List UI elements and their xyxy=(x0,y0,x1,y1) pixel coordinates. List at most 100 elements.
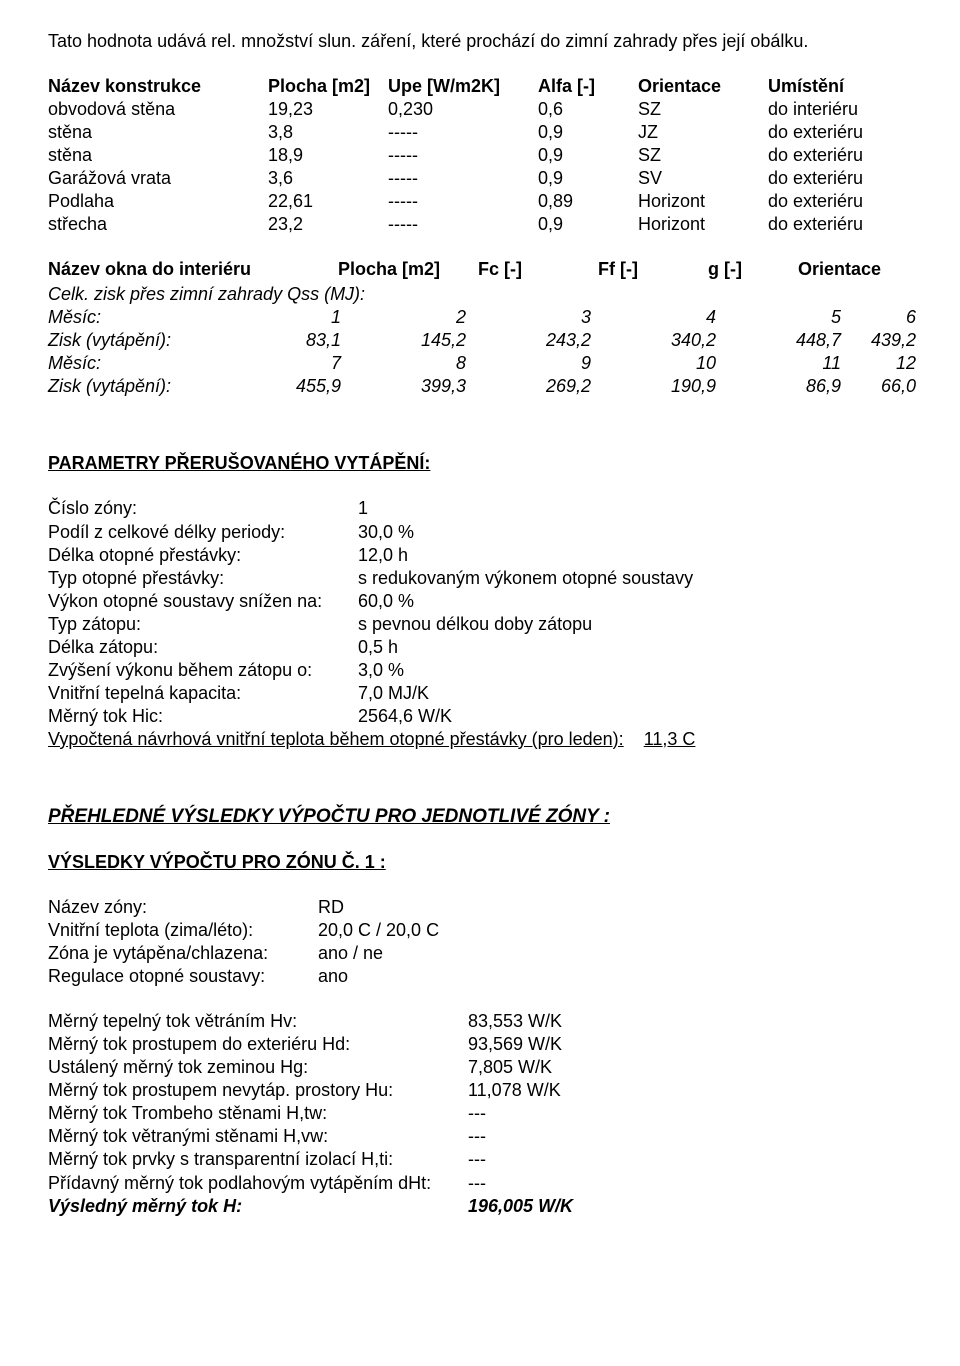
flow-value: 83,553 W/K xyxy=(468,1010,920,1033)
mesic-row-2: Měsíc: 7 8 9 10 11 12 xyxy=(48,352,920,375)
cons-body: obvodová stěna19,230,2300,6SZdo interiér… xyxy=(48,98,920,236)
cons-row: Podlaha22,61-----0,89Horizontdo exteriér… xyxy=(48,190,920,213)
param-row: Délka zátopu:0,5 h xyxy=(48,636,920,659)
param-value: 12,0 h xyxy=(358,544,920,567)
param-label: Typ otopné přestávky: xyxy=(48,567,358,590)
cons-cell: 3,6 xyxy=(268,167,388,190)
cons-cell: 0,230 xyxy=(388,98,538,121)
flow-row: Měrný tepelný tok větráním Hv:83,553 W/K xyxy=(48,1010,920,1033)
param-value: 3,0 % xyxy=(358,659,920,682)
param-value: s redukovaným výkonem otopné soustavy xyxy=(358,567,920,590)
window-header-row: Název okna do interiéru Plocha [m2] Fc [… xyxy=(48,258,920,281)
win-head-orient: Orientace xyxy=(798,258,920,281)
param-label: Typ zátopu: xyxy=(48,613,358,636)
cons-cell: SZ xyxy=(638,98,768,121)
cons-head-name: Název konstrukce xyxy=(48,75,268,98)
cons-row: střecha23,2-----0,9Horizontdo exteriéru xyxy=(48,213,920,236)
cons-cell: Podlaha xyxy=(48,190,268,213)
cons-cell: ----- xyxy=(388,213,538,236)
cons-cell: ----- xyxy=(388,190,538,213)
cons-cell: 23,2 xyxy=(268,213,388,236)
param-value: 0,5 h xyxy=(358,636,920,659)
param-label: Délka otopné přestávky: xyxy=(48,544,358,567)
param-label: Zvýšení výkonu během zátopu o: xyxy=(48,659,358,682)
m3: 3 xyxy=(466,306,591,329)
param-label: Číslo zóny: xyxy=(48,497,358,520)
param-list: Číslo zóny:1Podíl z celkové délky period… xyxy=(48,497,920,727)
flow-label: Měrný tok prostupem nevytáp. prostory Hu… xyxy=(48,1079,468,1102)
celk-zisk-title: Celk. zisk přes zimní zahrady Qss (MJ): xyxy=(48,283,920,306)
z6: 439,2 xyxy=(841,329,920,352)
cons-cell: střecha xyxy=(48,213,268,236)
result-label: Výsledný měrný tok H: xyxy=(48,1195,468,1218)
cons-cell: do exteriéru xyxy=(768,144,920,167)
flow-label: Měrný tok Trombeho stěnami H,tw: xyxy=(48,1102,468,1125)
win-head-fc: Fc [-] xyxy=(478,258,598,281)
zone-value: 20,0 C / 20,0 C xyxy=(318,919,920,942)
cons-row: stěna18,9-----0,9SZdo exteriéru xyxy=(48,144,920,167)
cons-cell: do exteriéru xyxy=(768,213,920,236)
param-label: Výkon otopné soustavy snížen na: xyxy=(48,590,358,613)
zone-value: ano / ne xyxy=(318,942,920,965)
flow-value: 11,078 W/K xyxy=(468,1079,920,1102)
z8: 399,3 xyxy=(341,375,466,398)
flow-row: Měrný tok větranými stěnami H,vw:--- xyxy=(48,1125,920,1148)
param-value: 2564,6 W/K xyxy=(358,705,920,728)
cons-cell: 18,9 xyxy=(268,144,388,167)
cons-cell: stěna xyxy=(48,144,268,167)
cons-cell: do interiéru xyxy=(768,98,920,121)
param-value: 7,0 MJ/K xyxy=(358,682,920,705)
param-value: 30,0 % xyxy=(358,521,920,544)
cons-cell: JZ xyxy=(638,121,768,144)
cons-cell: obvodová stěna xyxy=(48,98,268,121)
zone-value: ano xyxy=(318,965,920,988)
vypoctena-value: 11,3 C xyxy=(644,729,696,749)
mesic-row-1: Měsíc: 1 2 3 4 5 6 xyxy=(48,306,920,329)
flow-label: Měrný tok prostupem do exteriéru Hd: xyxy=(48,1033,468,1056)
cons-cell: ----- xyxy=(388,121,538,144)
param-row: Podíl z celkové délky periody:30,0 % xyxy=(48,521,920,544)
result-value: 196,005 W/K xyxy=(468,1195,920,1218)
m11: 11 xyxy=(716,352,841,375)
cons-head-area: Plocha [m2] xyxy=(268,75,388,98)
param-title: PARAMETRY PŘERUŠOVANÉHO VYTÁPĚNÍ: xyxy=(48,452,920,475)
zisk-row-1: Zisk (vytápění): 83,1 145,2 243,2 340,2 … xyxy=(48,329,920,352)
m6: 6 xyxy=(841,306,920,329)
z3: 243,2 xyxy=(466,329,591,352)
cons-cell: ----- xyxy=(388,167,538,190)
z2: 145,2 xyxy=(341,329,466,352)
zone-title: VÝSLEDKY VÝPOČTU PRO ZÓNU Č. 1 : xyxy=(48,851,920,874)
cons-cell: stěna xyxy=(48,121,268,144)
zone-value: RD xyxy=(318,896,920,919)
z9: 269,2 xyxy=(466,375,591,398)
intro-text: Tato hodnota udává rel. množství slun. z… xyxy=(48,30,920,53)
param-label: Délka zátopu: xyxy=(48,636,358,659)
win-head-ff: Ff [-] xyxy=(598,258,708,281)
param-label: Měrný tok Hic: xyxy=(48,705,358,728)
param-row: Číslo zóny:1 xyxy=(48,497,920,520)
zone-label: Regulace otopné soustavy: xyxy=(48,965,318,988)
z11: 86,9 xyxy=(716,375,841,398)
cons-row: obvodová stěna19,230,2300,6SZdo interiér… xyxy=(48,98,920,121)
cons-cell: 0,6 xyxy=(538,98,638,121)
cons-cell: do exteriéru xyxy=(768,167,920,190)
zone-row: Regulace otopné soustavy:ano xyxy=(48,965,920,988)
flow-label: Ustálený měrný tok zeminou Hg: xyxy=(48,1056,468,1079)
cons-head-alfa: Alfa [-] xyxy=(538,75,638,98)
cons-cell: 19,23 xyxy=(268,98,388,121)
flow-label: Přídavný měrný tok podlahovým vytápěním … xyxy=(48,1172,468,1195)
m8: 8 xyxy=(341,352,466,375)
flow-value: --- xyxy=(468,1148,920,1171)
cons-cell: 0,9 xyxy=(538,144,638,167)
param-row: Vnitřní tepelná kapacita:7,0 MJ/K xyxy=(48,682,920,705)
flow-value: 7,805 W/K xyxy=(468,1056,920,1079)
param-row: Měrný tok Hic:2564,6 W/K xyxy=(48,705,920,728)
cons-head-upe: Upe [W/m2K] xyxy=(388,75,538,98)
flow-row: Měrný tok prostupem nevytáp. prostory Hu… xyxy=(48,1079,920,1102)
cons-cell: Horizont xyxy=(638,190,768,213)
zone-row: Název zóny:RD xyxy=(48,896,920,919)
param-row: Délka otopné přestávky:12,0 h xyxy=(48,544,920,567)
flows-list: Měrný tepelný tok větráním Hv:83,553 W/K… xyxy=(48,1010,920,1194)
m5: 5 xyxy=(716,306,841,329)
cons-cell: ----- xyxy=(388,144,538,167)
